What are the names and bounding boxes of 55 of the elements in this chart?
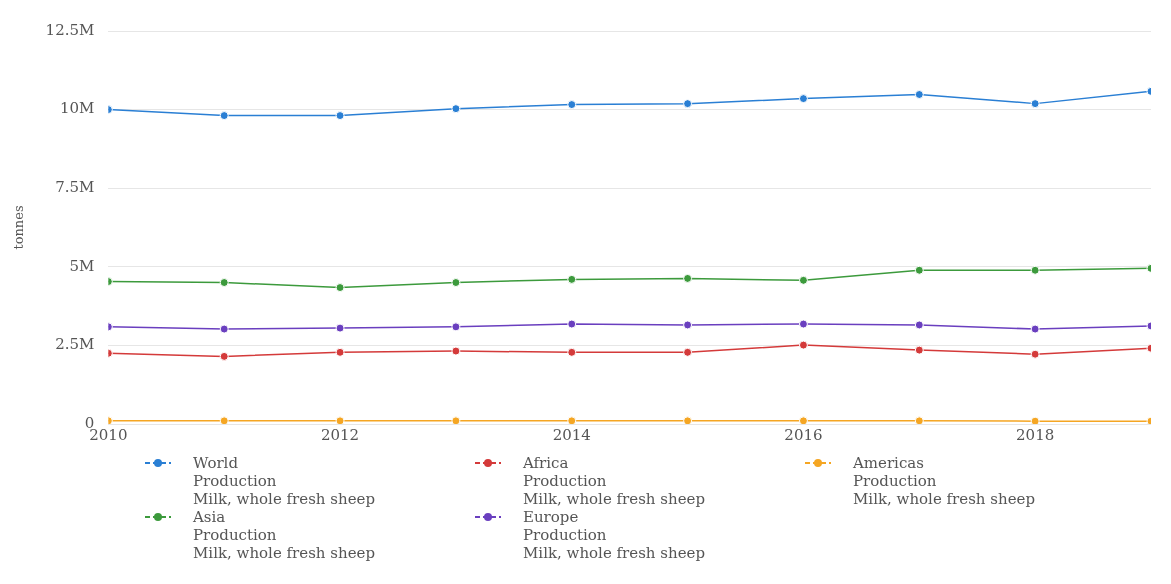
point (451, 322, 461, 332)
legend-label: Americas Production Milk, whole fresh sheep (853, 454, 1035, 508)
point (798, 416, 808, 424)
point (219, 278, 229, 288)
point (798, 94, 808, 104)
point (683, 99, 693, 109)
point (1030, 416, 1040, 424)
point (798, 275, 808, 285)
y-tick-label: 7.5M (55, 178, 95, 197)
legend-label: Africa Production Milk, whole fresh sheep (523, 454, 705, 508)
point (1030, 99, 1040, 109)
point (914, 416, 924, 424)
point (335, 111, 345, 121)
point (335, 283, 345, 293)
point (451, 278, 461, 288)
point (798, 319, 808, 329)
legend-label: Asia Production Milk, whole fresh sheep (193, 508, 375, 562)
point (914, 90, 924, 100)
point (567, 416, 577, 424)
point (1030, 324, 1040, 334)
point (219, 416, 229, 424)
point (798, 340, 808, 350)
point (683, 347, 693, 357)
point (567, 347, 577, 357)
point (914, 345, 924, 355)
legend-label: World Production Milk, whole fresh sheep (193, 454, 375, 508)
point (914, 265, 924, 275)
x-tick-label: 2016 (784, 425, 823, 444)
point (335, 347, 345, 357)
point (567, 100, 577, 110)
point (219, 351, 229, 361)
point (567, 319, 577, 329)
point (914, 320, 924, 330)
x-tick-label: 2012 (320, 425, 360, 444)
point (451, 104, 461, 114)
y-axis-title: tonnes (11, 205, 27, 250)
point (335, 416, 345, 424)
point (451, 416, 461, 424)
y-tick-label: 5M (69, 256, 95, 275)
point (335, 323, 345, 333)
x-tick-label: 2018 (1016, 425, 1055, 444)
point (683, 320, 693, 330)
point (567, 274, 577, 284)
point (219, 111, 229, 121)
y-tick-label: 10M (59, 99, 95, 118)
y-tick-label: 12.5M (45, 20, 95, 39)
y-tick-label: 2.5M (55, 335, 95, 354)
legend-label: Europe Production Milk, whole fresh sheep (523, 508, 705, 562)
x-tick-label: 2014 (552, 425, 591, 444)
point (683, 273, 693, 283)
point (1030, 265, 1040, 275)
point (683, 416, 693, 424)
point (451, 346, 461, 356)
point (1030, 349, 1040, 359)
point (219, 324, 229, 334)
